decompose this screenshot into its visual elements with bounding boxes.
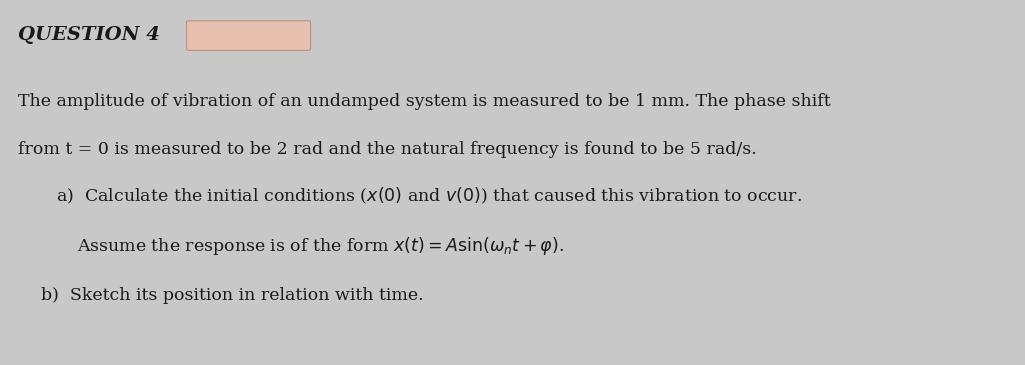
Text: QUESTION 4: QUESTION 4 <box>18 26 160 43</box>
Text: from t = 0 is measured to be 2 rad and the natural frequency is found to be 5 ra: from t = 0 is measured to be 2 rad and t… <box>18 141 757 158</box>
Text: Assume the response is of the form $x(t) = A\mathrm{sin}(\omega_n t + \varphi)$.: Assume the response is of the form $x(t)… <box>77 235 564 257</box>
Text: b)  Sketch its position in relation with time.: b) Sketch its position in relation with … <box>41 287 423 304</box>
Text: a)  Calculate the initial conditions ($x(0)$ and $v(0)$) that caused this vibrat: a) Calculate the initial conditions ($x(… <box>56 186 803 206</box>
Text: The amplitude of vibration of an undamped system is measured to be 1 mm. The pha: The amplitude of vibration of an undampe… <box>18 93 831 110</box>
FancyBboxPatch shape <box>187 21 311 50</box>
